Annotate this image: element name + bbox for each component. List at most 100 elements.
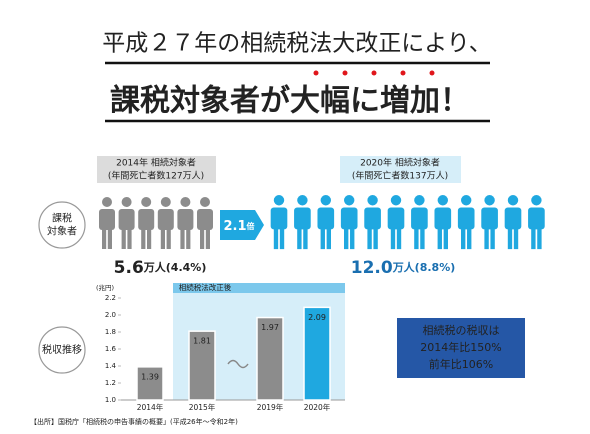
leg (367, 227, 372, 250)
torso (528, 207, 545, 230)
leg (166, 228, 171, 249)
leg (297, 227, 302, 250)
row-label-line: 対象者 (47, 225, 77, 238)
post-reform-band (173, 283, 345, 293)
ratio-unit: 倍 (246, 221, 255, 231)
break-mark (227, 359, 249, 369)
leg (513, 227, 519, 250)
leg (507, 227, 513, 250)
y-tick-label: 2.2 (105, 294, 116, 302)
row-label-line: 課税 (52, 212, 72, 225)
torso (457, 207, 475, 230)
before-unit: 万人(4.4%) (143, 260, 207, 274)
torso (340, 207, 358, 230)
leg (107, 228, 112, 249)
leg (180, 228, 185, 249)
y-tick-label: 2.0 (105, 311, 116, 319)
leg (279, 227, 285, 250)
row-label: 課税対象者 (47, 212, 77, 238)
before-amount: 5.6 (114, 258, 144, 278)
person-icon (317, 195, 335, 250)
callout-line: 相続税の税収は (423, 323, 500, 337)
after-box (340, 156, 461, 183)
bar (188, 330, 216, 401)
value-label: 2.09 (308, 313, 326, 322)
person-icon (294, 195, 311, 250)
row-badge (38, 326, 86, 374)
head (141, 197, 152, 207)
head (531, 195, 542, 206)
leg (537, 227, 542, 250)
person-icon (364, 195, 381, 250)
after-amount: 12.0 (351, 258, 393, 278)
person-icon (270, 195, 288, 250)
person-icon (387, 195, 405, 250)
leg (390, 227, 396, 250)
y-tick-label: 1.2 (105, 379, 116, 387)
before-box (97, 156, 216, 183)
leg (437, 227, 442, 250)
torso (99, 209, 115, 230)
after-label: 2020年 相続対象者 (360, 157, 440, 169)
torso (294, 207, 311, 230)
torso (411, 207, 428, 230)
leg (127, 228, 132, 249)
head (273, 195, 285, 206)
x-tick-label: 2020年 (304, 402, 331, 412)
row-badge (38, 201, 86, 249)
head (507, 195, 519, 206)
person-icon (457, 195, 475, 250)
leg (467, 227, 472, 250)
person-icon (177, 197, 194, 249)
callout-line: 2014年比150% (420, 340, 501, 354)
leg (414, 227, 419, 250)
person-icon (528, 195, 545, 250)
leg (102, 228, 107, 249)
person-icon (157, 197, 174, 249)
head (484, 195, 495, 206)
before-count: 5.6万人(4.4%) (114, 258, 207, 278)
person-icon (434, 195, 452, 250)
person-icon (411, 195, 428, 250)
leg (273, 227, 279, 250)
leg (420, 227, 425, 250)
torso (481, 207, 498, 230)
head (461, 195, 472, 206)
leg (147, 228, 152, 249)
after-sub: (年間死亡者数137万人) (352, 170, 448, 182)
x-tick-label: 2015年 (189, 402, 216, 412)
person-icon (138, 197, 155, 249)
torso (504, 207, 522, 230)
x-tick-label: 2014年 (137, 402, 164, 412)
torso (317, 207, 335, 230)
callout-box (397, 318, 525, 378)
people-icons (99, 195, 545, 250)
leg (320, 227, 325, 250)
emphasis-dots (313, 70, 435, 76)
y-tick-label: 1.4 (105, 362, 117, 370)
leg (484, 227, 489, 250)
head (367, 195, 378, 206)
person-icon (197, 197, 213, 249)
head (414, 195, 425, 206)
head (437, 195, 448, 206)
value-label: 1.81 (193, 337, 211, 346)
after-unit: 万人(8.8%) (392, 260, 456, 274)
leg (461, 227, 466, 250)
person-icon (99, 197, 115, 249)
torso (138, 209, 155, 230)
leg (396, 227, 402, 250)
source: 【出所】国税庁「相続税の申告事績の概要」(平成26年～令和2年) (30, 417, 238, 426)
bar (136, 366, 164, 401)
headline-2: 課税対象者が大幅に増加！ (110, 84, 470, 119)
person-icon (504, 195, 522, 250)
y-tick-label: 1.6 (105, 345, 117, 353)
torso (270, 207, 288, 230)
ratio-value: 2.1 (223, 219, 246, 234)
head (180, 197, 191, 207)
leg (350, 227, 355, 250)
leg (326, 227, 331, 250)
y-tick-label: 1.0 (105, 396, 116, 404)
leg (344, 227, 349, 250)
